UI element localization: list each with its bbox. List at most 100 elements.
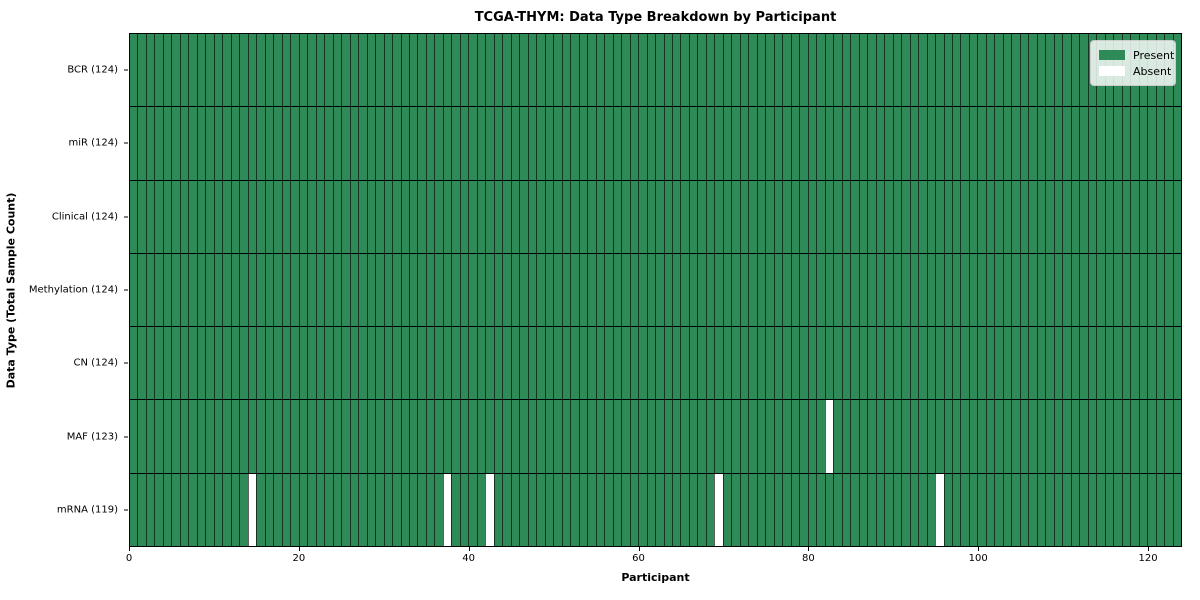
cell-present [765,253,774,327]
cell-present [655,107,664,180]
heatmap-row-bcr [130,34,1182,108]
cell-present [307,473,316,546]
cell-present [162,473,172,546]
cell-present [442,34,452,107]
cell-present [1053,400,1063,473]
cell-present [366,473,376,546]
cell-present [392,34,401,107]
cell-present [1130,473,1139,546]
cell-present [205,327,214,400]
cell-present [790,473,800,546]
cell-present [909,253,919,327]
cell-present [544,253,554,327]
cell-present [154,107,163,180]
cell-present [1028,180,1037,253]
x-tick-label: 60 [632,553,645,564]
cell-present [230,107,240,180]
cell-present [315,473,325,546]
present-swatch-icon [1099,50,1125,60]
cell-present [1053,327,1063,400]
cell-present [1104,327,1114,400]
cell-present [951,253,961,327]
cell-present [646,327,656,400]
legend-label-absent: Absent [1133,64,1172,78]
cell-present [935,180,944,253]
cell-present [502,253,511,327]
cell-present [442,107,452,180]
cell-present [196,34,206,107]
cell-present [298,107,308,180]
cell-present [383,107,393,180]
cell-present [171,327,180,400]
cell-absent [442,473,452,546]
cell-present [1138,400,1148,473]
cell-present [638,400,647,473]
cell-present [324,400,333,473]
cell-present [739,327,749,400]
cell-present [476,253,486,327]
cell-present [383,253,393,327]
cell-present [205,253,214,327]
cell-present [765,34,774,107]
cell-present [833,400,842,473]
cell-present [570,34,579,107]
cell-present [239,473,248,546]
y-tick-label: mRNA (119) [56,504,118,516]
cell-present [459,253,469,327]
cell-present [1045,400,1054,473]
cell-present [1053,473,1063,546]
cell-present [1045,253,1054,327]
cell-present [680,180,689,253]
cell-present [739,107,749,180]
cell-present [748,473,757,546]
cell-present [171,34,180,107]
cell-present [425,400,435,473]
x-tick-label: 80 [801,553,815,564]
cell-present [833,34,842,107]
cell-present [188,400,197,473]
cell-present [697,107,706,180]
cell-present [570,253,579,327]
cell-present [960,473,969,546]
cell-present [264,34,274,107]
cell-present [748,327,757,400]
cell-present [281,180,291,253]
absent-swatch-icon [1099,66,1125,76]
cell-present [748,34,757,107]
cell-present [968,473,978,546]
cell-present [162,34,172,107]
cell-present [935,400,944,473]
cell-present [544,180,554,253]
cell-present [1002,473,1012,546]
cell-present [604,400,613,473]
cell-present [663,473,672,546]
cell-present [756,327,766,400]
cell-present [858,107,868,180]
cell-present [773,34,783,107]
cell-present [536,327,545,400]
cell-present [298,180,308,253]
cell-present [315,180,325,253]
cell-present [756,253,766,327]
cell-present [281,327,291,400]
cell-present [1070,253,1080,327]
cell-present [1062,180,1071,253]
cell-present [867,34,876,107]
cell-present [519,327,528,400]
cell-present [850,107,859,180]
cell-present [247,180,257,253]
cell-present [264,253,274,327]
y-axis-label: Data Type (Total Sample Count) [4,192,18,389]
cell-present [790,327,800,400]
cell-present [188,327,197,400]
cell-present [451,327,460,400]
cell-present [256,327,265,400]
cell-present [739,253,749,327]
cell-present [188,34,197,107]
cell-present [298,34,308,107]
cell-present [213,34,223,107]
cell-present [196,473,206,546]
cell-present [239,180,248,253]
cell-present [1019,253,1029,327]
cell-present [145,107,155,180]
